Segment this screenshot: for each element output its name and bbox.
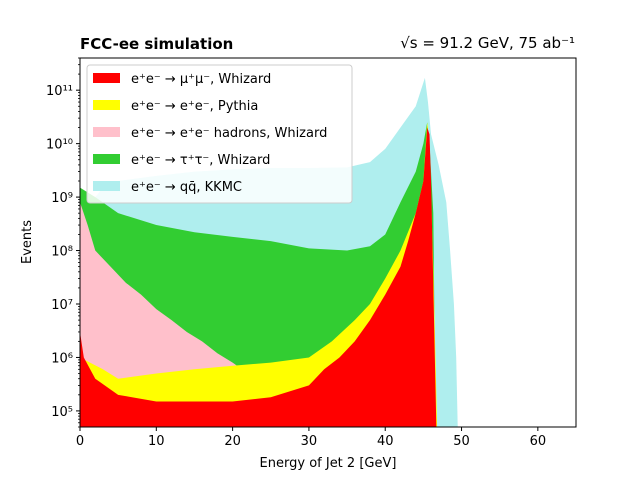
series-area-4: [80, 127, 437, 427]
series-area-2: [80, 202, 309, 427]
legend-label: e⁺e⁻ → e⁺e⁻ hadrons, Whizard: [131, 126, 327, 141]
legend-label: e⁺e⁻ → qq̄, KKMC: [131, 180, 242, 195]
legend-box: [86, 64, 353, 204]
y-axis-title: Events: [20, 220, 35, 264]
x-axis-title: Energy of Jet 2 [GeV]: [260, 456, 397, 471]
legend-swatch: [93, 127, 120, 137]
chart-title-left: FCC-ee simulation: [80, 35, 233, 53]
legend-swatch: [93, 73, 120, 83]
y-tick-label: 10¹¹: [46, 84, 73, 99]
legend-swatch: [93, 181, 120, 191]
legend-label: e⁺e⁻ → τ⁺τ⁻, Whizard: [131, 153, 270, 168]
y-axis: 10⁵ 10⁶ 10⁷ 10⁸ 10⁹ 10¹⁰ 10¹¹: [46, 57, 80, 428]
legend-swatch: [93, 154, 120, 164]
chart-title-right: √s = 91.2 GeV, 75 ab⁻¹: [400, 34, 575, 52]
legend-label: e⁺e⁻ → e⁺e⁻, Pythia: [131, 99, 258, 114]
y-tick-label: 10⁶: [51, 351, 73, 366]
x-tick-label: 30: [301, 434, 318, 449]
x-tick-label: 60: [530, 434, 547, 449]
legend: e⁺e⁻ → μ⁺μ⁻, Whizard e⁺e⁻ → e⁺e⁻, Pythia e…: [86, 64, 353, 204]
y-tick-label: 10⁹: [51, 191, 73, 206]
x-axis: 0 10 20 30 40 50 60: [76, 427, 546, 449]
x-tick-label: 0: [76, 434, 84, 449]
x-tick-label: 10: [148, 434, 165, 449]
legend-label: e⁺e⁻ → μ⁺μ⁻, Whizard: [131, 72, 271, 87]
plot-frame: [79, 57, 577, 428]
y-tick-label: 10⁵: [51, 405, 73, 420]
x-tick-label: 40: [377, 434, 394, 449]
y-tick-label: 10¹⁰: [46, 138, 73, 153]
x-tick-label: 50: [453, 434, 470, 449]
y-tick-label: 10⁸: [51, 245, 73, 260]
legend-swatch: [93, 100, 120, 110]
series-layer: [80, 77, 458, 427]
y-tick-label: 10⁷: [51, 298, 73, 313]
x-tick-label: 20: [224, 434, 241, 449]
